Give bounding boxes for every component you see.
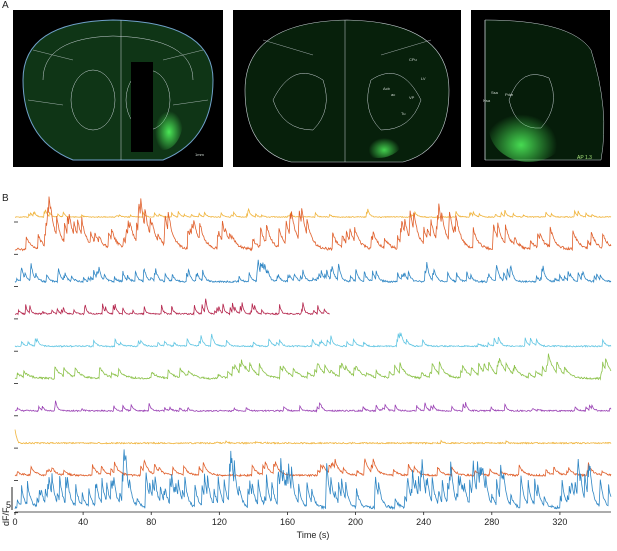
trace-line-8 (14, 429, 612, 445)
x-tick-label: 80 (146, 517, 156, 527)
scale-bar-label: 5 (6, 500, 11, 510)
trace-line-5 (14, 332, 612, 348)
trace-line-6 (14, 353, 612, 381)
region-label-pdm: Pdm (505, 92, 514, 97)
x-tick-label: 0 (12, 517, 17, 527)
x-tick-label: 40 (78, 517, 88, 527)
coronal-section-1-image (22, 19, 214, 161)
histology-section-1: 1mm (13, 10, 223, 167)
x-tick-label: 200 (348, 517, 363, 527)
coronal-section-2-image (244, 19, 450, 163)
trace-line-3 (14, 259, 612, 284)
histology-section-2: CPu Acb ac LV VP Tu (233, 10, 461, 167)
region-label-tu: Tu (401, 111, 406, 116)
region-label-acb: Acb (383, 86, 390, 91)
histology-section-3: Nsa Ssa Pdm AP 1.3 (471, 10, 610, 167)
trace-lines (14, 196, 612, 514)
trace-line-2 (14, 196, 612, 252)
x-tick-label: 120 (212, 517, 227, 527)
panel-a-label: A (2, 0, 9, 11)
region-label-ssa: Ssa (491, 90, 498, 95)
x-tick-label: 240 (416, 517, 431, 527)
ap-coordinate-label: AP 1.3 (577, 155, 592, 161)
y-axis-label: dF/F (1, 507, 11, 526)
panel-b-label: B (2, 193, 9, 204)
region-label-cpu: CPu (409, 57, 417, 62)
region-label-nsa: Nsa (483, 98, 491, 103)
trace-line-1 (14, 207, 612, 219)
x-tick-label: 280 (484, 517, 499, 527)
scale-label: 1mm (195, 152, 204, 157)
trace-line-4 (14, 298, 330, 316)
trace-line-10 (14, 449, 612, 510)
trace-line-9 (14, 458, 612, 478)
x-tick-label: 320 (552, 517, 567, 527)
trace-line-7 (14, 400, 612, 413)
x-tick-label: 160 (280, 517, 295, 527)
region-label-vp: VP (409, 95, 415, 100)
region-label-lv: LV (421, 76, 426, 81)
region-label-ac: ac (391, 92, 396, 97)
coronal-section-3-image (484, 19, 605, 162)
x-axis-label: Time (s) (297, 530, 330, 540)
x-ticks: 0 40 80 120 160 200 240 280 320 (12, 512, 567, 527)
